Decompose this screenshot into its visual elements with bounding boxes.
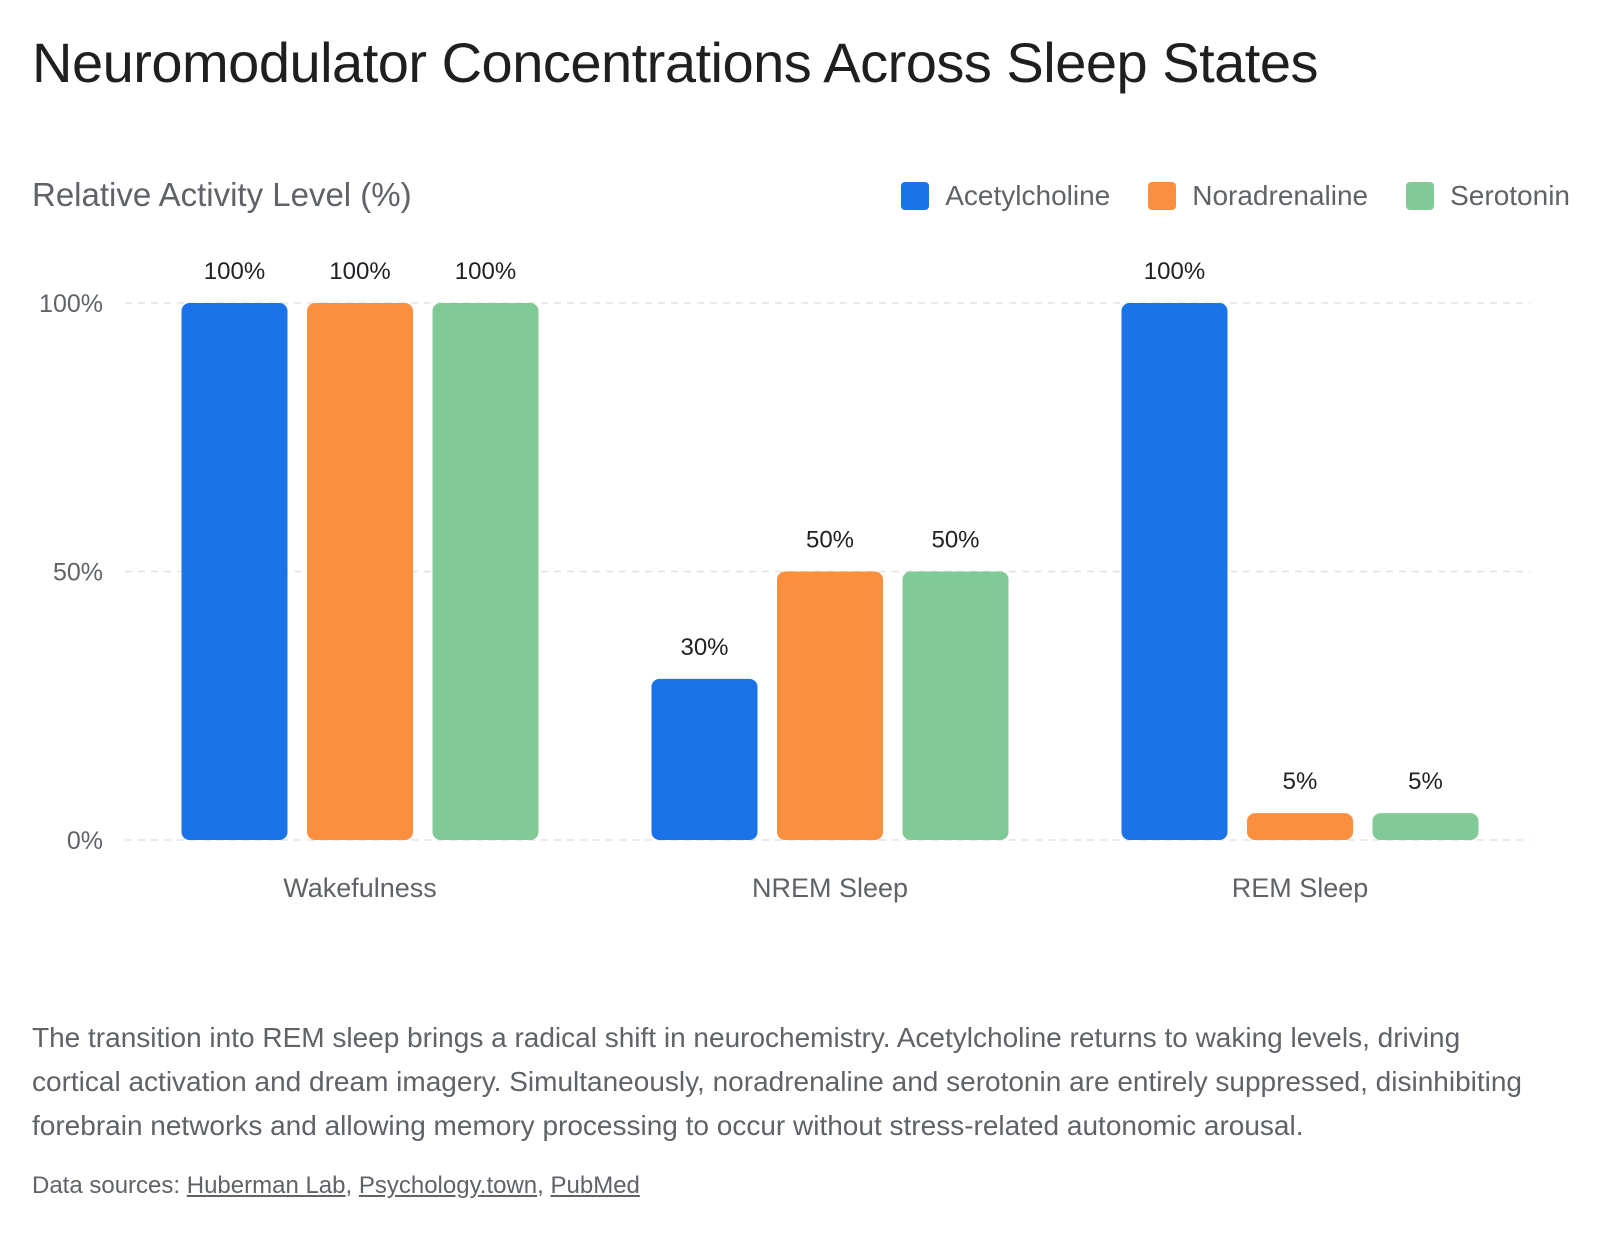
bar-nrem-sleep-noradrenaline [777,571,883,840]
data-label: 100% [455,258,516,285]
data-label: 100% [1144,258,1205,285]
legend-label-noradrenaline: Noradrenaline [1192,180,1369,211]
legend-item-noradrenaline[interactable]: Noradrenaline [1148,180,1368,212]
sources-separator: , [345,1172,359,1199]
x-tick-label-rem-sleep: REM Sleep [1232,873,1369,903]
legend-swatch-acetylcholine [901,182,930,210]
bar-rem-sleep-serotonin [1372,813,1479,840]
x-tick-label-nrem-sleep: NREM Sleep [752,873,908,903]
chart-description: The transition into REM sleep brings a r… [32,1022,1523,1141]
data-label: 50% [806,527,854,554]
data-label: 5% [1408,768,1443,795]
legend-item-acetylcholine[interactable]: Acetylcholine [901,180,1110,212]
bar-rem-sleep-noradrenaline [1247,813,1353,840]
source-link-huberman-lab[interactable]: Huberman Lab [186,1172,346,1199]
sources-separator: , [537,1172,551,1199]
source-link-pubmed[interactable]: PubMed [550,1172,640,1199]
data-label: 5% [1283,768,1318,795]
legend-swatch-noradrenaline [1148,182,1177,210]
data-sources: Data sources: Huberman Lab, Psychology.t… [32,1172,640,1200]
source-link-psychology-town[interactable]: Psychology.town [358,1172,538,1199]
bar-wakefulness-serotonin [432,303,539,840]
y-tick-label: 0% [67,827,103,855]
legend-swatch-serotonin [1406,182,1435,210]
legend-label-serotonin: Serotonin [1450,180,1570,211]
bar-nrem-sleep-serotonin [902,571,1009,840]
y-tick-label: 50% [53,559,103,587]
sources-prefix: Data sources: [32,1172,187,1199]
legend-label-acetylcholine: Acetylcholine [945,180,1111,211]
data-label: 100% [329,258,390,285]
y-axis-title: Relative Activity Level (%) [32,176,412,213]
data-label: 100% [204,258,265,285]
bar-wakefulness-noradrenaline [307,303,413,840]
x-tick-label-wakefulness: Wakefulness [283,873,437,903]
page-title: Neuromodulator Concentrations Across Sle… [32,31,1318,94]
data-label: 50% [931,527,979,554]
data-label: 30% [680,634,728,661]
bar-rem-sleep-acetylcholine [1121,303,1228,840]
bar-nrem-sleep-acetylcholine [651,678,758,840]
bar-chart: 0% 50% 100% 100% 100% 100% Wakefulness 30% 50% 50… [39,258,1530,903]
legend-item-serotonin[interactable]: Serotonin [1406,180,1570,212]
bar-wakefulness-acetylcholine [181,303,288,840]
y-tick-label: 100% [39,290,103,318]
chart-legend: Acetylcholine Noradrenaline Serotonin [901,180,1570,212]
